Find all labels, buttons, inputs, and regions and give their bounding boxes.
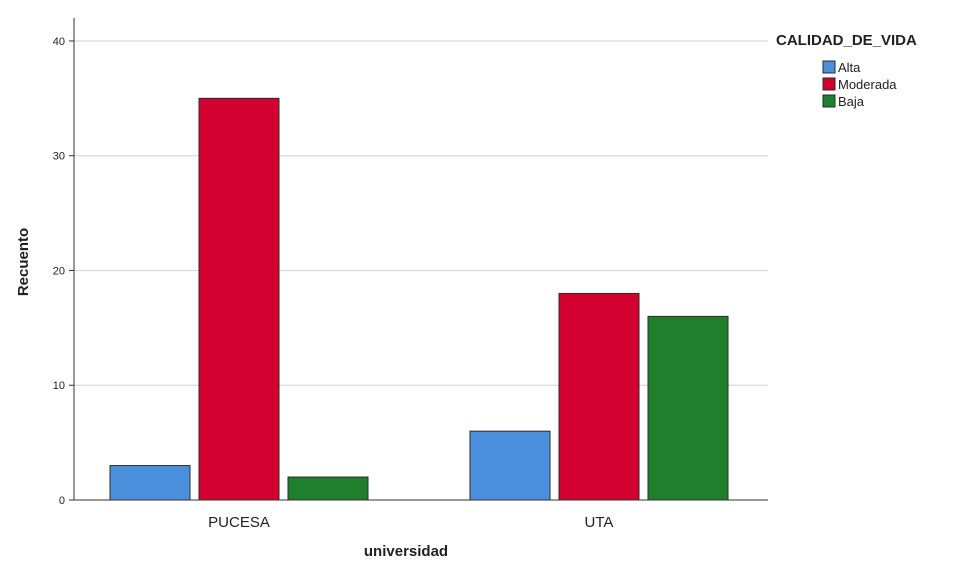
y-tick-label: 0: [59, 495, 65, 507]
y-tick-label: 30: [53, 151, 65, 163]
axes: [73, 18, 768, 501]
legend-swatch-moderada: [822, 77, 836, 91]
y-tick-label: 20: [53, 265, 65, 277]
legend-title: CALIDAD_DE_VIDA: [776, 32, 917, 49]
bar-pucesa-moderada: [198, 97, 280, 501]
bar-uta-baja: [647, 315, 729, 501]
bar-uta-moderada: [558, 292, 640, 501]
x-category-label: PUCESA: [208, 514, 270, 531]
x-category-label: UTA: [585, 514, 614, 531]
bar-pucesa-baja: [287, 476, 369, 501]
y-tick-label: 10: [53, 380, 65, 392]
y-axis-title: Recuento: [15, 228, 32, 296]
legend-swatch-alta: [822, 60, 836, 74]
bar-pucesa-alta: [109, 465, 191, 501]
legend: CALIDAD_DE_VIDA Alta Moderada Baja: [776, 32, 917, 109]
y-tick-label: 40: [53, 36, 65, 48]
y-axis-ticks: 0 10 20 30 40: [53, 36, 74, 507]
bars: [109, 97, 729, 501]
legend-label-baja: Baja: [838, 94, 865, 109]
bar-uta-alta: [469, 430, 551, 501]
x-axis-title: universidad: [364, 543, 448, 560]
x-axis-category-labels: PUCESA UTA: [208, 514, 613, 531]
legend-label-alta: Alta: [838, 60, 861, 75]
legend-swatch-baja: [822, 94, 836, 108]
legend-label-moderada: Moderada: [838, 77, 897, 92]
